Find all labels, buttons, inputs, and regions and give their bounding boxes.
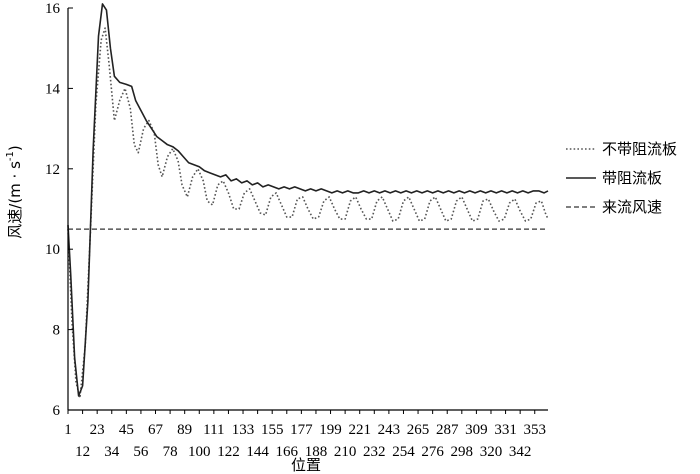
x-tick-label-row1: 309 <box>465 422 488 438</box>
x-tick-label-row1: 199 <box>319 422 342 438</box>
y-tick-label: 12 <box>45 162 60 178</box>
x-tick-label-row2: 100 <box>188 444 211 460</box>
x-tick-label-row2: 144 <box>246 444 269 460</box>
x-tick-label-row2: 320 <box>480 444 503 460</box>
legend-label-2: 来流风速 <box>602 198 662 216</box>
x-tick-label-row2: 298 <box>451 444 474 460</box>
x-tick-label-row1: 111 <box>203 422 224 438</box>
x-tick-label-row2: 12 <box>75 444 90 460</box>
series-line-1 <box>67 3 549 397</box>
y-tick-label: 16 <box>45 1 61 17</box>
x-tick-label-row2: 342 <box>509 444 532 460</box>
y-tick-label: 14 <box>45 81 61 97</box>
x-tick-label-row1: 177 <box>290 422 313 438</box>
y-tick-label: 10 <box>45 242 60 258</box>
x-tick-label-row1: 353 <box>523 422 546 438</box>
x-tick-label-row2: 78 <box>163 444 178 460</box>
x-tick-label-row1: 243 <box>378 422 401 438</box>
legend-label-1: 带阻流板 <box>602 169 662 187</box>
x-tick-label-row1: 89 <box>177 422 192 438</box>
y-axis-title-main: 风速/(m · s <box>6 161 24 239</box>
x-tick-label-row1: 287 <box>436 422 459 438</box>
x-tick-label-row2: 122 <box>217 444 240 460</box>
x-tick-label-row2: 166 <box>276 444 299 460</box>
y-tick-label: 6 <box>53 403 61 419</box>
x-tick-label-row1: 331 <box>494 422 517 438</box>
x-tick-label-row1: 23 <box>90 422 105 438</box>
series-layer <box>67 3 549 399</box>
x-tick-label-row2: 232 <box>363 444 386 460</box>
x-tick-label-row1: 155 <box>261 422 284 438</box>
y-axis-title-superscript: -1 <box>5 151 16 161</box>
ticks: 6 8 10 12 14 16 1 23 45 67 89 111 133 155 177 199 221 243… <box>45 1 546 460</box>
x-tick-label-row2: 34 <box>104 444 120 460</box>
y-axis-title: 风速/(m · s-1) <box>5 145 24 238</box>
x-tick-label-row1: 67 <box>148 422 164 438</box>
x-tick-label-row2: 276 <box>421 444 444 460</box>
x-tick-label-row1: 45 <box>119 422 134 438</box>
series-line-0 <box>67 27 549 399</box>
x-tick-label-row2: 188 <box>305 444 328 460</box>
y-tick-label: 8 <box>53 323 61 339</box>
x-tick-label-row1: 221 <box>348 422 371 438</box>
x-tick-label-row1: 133 <box>232 422 255 438</box>
axes <box>67 8 548 411</box>
x-tick-label-row2: 56 <box>133 444 149 460</box>
y-axis-title-close: ) <box>6 145 24 151</box>
x-tick-label-row1: 265 <box>407 422 430 438</box>
legend-label-0: 不带阻流板 <box>602 140 677 158</box>
x-tick-label-row2: 254 <box>392 444 415 460</box>
x-axis-title: 位置 <box>291 456 321 474</box>
x-tick-label-row1: 1 <box>64 422 72 438</box>
x-tick-label-row2: 210 <box>334 444 357 460</box>
